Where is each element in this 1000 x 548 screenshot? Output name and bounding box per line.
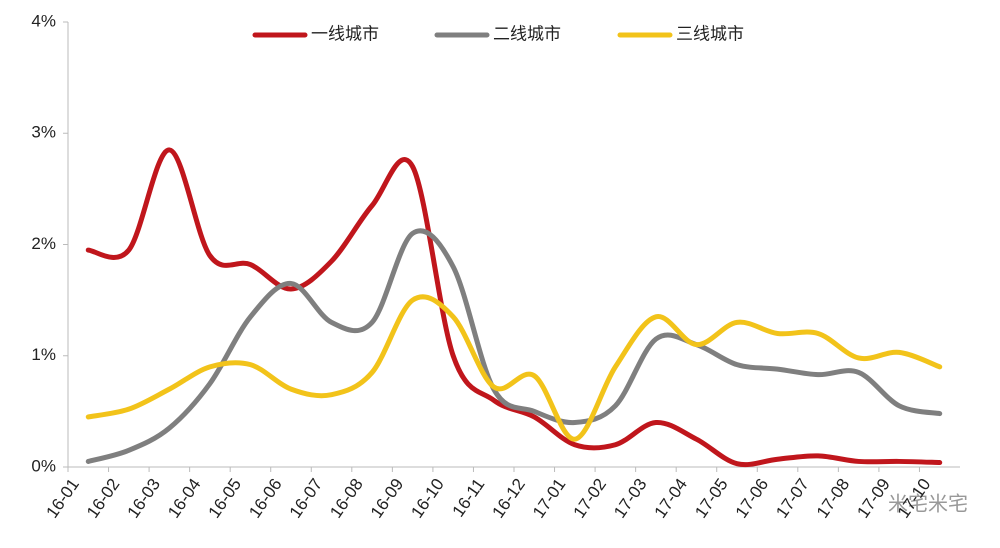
x-tick-label: 17-08 bbox=[813, 475, 854, 522]
x-tick-label: 16-12 bbox=[488, 475, 529, 522]
series-line bbox=[85, 147, 943, 468]
y-tick-label: 0% bbox=[31, 456, 56, 475]
legend-label: 一线城市 bbox=[311, 24, 379, 43]
x-tick-label: 16-07 bbox=[286, 475, 327, 522]
series-line bbox=[85, 294, 943, 442]
x-tick-label: 16-09 bbox=[367, 475, 408, 522]
y-tick-label: 4% bbox=[31, 11, 56, 30]
x-tick-label: 16-08 bbox=[326, 475, 367, 522]
legend: 一线城市 二线城市 三线城市 bbox=[252, 24, 744, 43]
y-tick-label: 2% bbox=[31, 234, 56, 253]
x-tick-label: 16-02 bbox=[83, 475, 124, 522]
x-tick-label: 16-01 bbox=[42, 475, 83, 522]
x-tick-label: 16-04 bbox=[164, 475, 205, 522]
y-tick-label: 3% bbox=[31, 123, 56, 142]
series-line bbox=[85, 228, 943, 464]
y-tick-label: 1% bbox=[31, 345, 56, 364]
x-tick-label: 17-06 bbox=[732, 475, 773, 522]
x-tick-label: 16-03 bbox=[124, 475, 165, 522]
x-tick-label: 17-02 bbox=[570, 475, 611, 522]
x-tick-label: 17-04 bbox=[651, 475, 692, 522]
x-tick-label: 17-03 bbox=[610, 475, 651, 522]
x-tick-label: 16-05 bbox=[205, 475, 246, 522]
x-tick-label: 17-01 bbox=[529, 475, 570, 522]
x-tick-label: 16-11 bbox=[449, 475, 489, 520]
x-tick-label: 16-10 bbox=[407, 475, 448, 522]
x-tick-label: 16-06 bbox=[245, 475, 286, 522]
legend-label: 二线城市 bbox=[493, 24, 561, 43]
legend-label: 三线城市 bbox=[676, 24, 744, 43]
x-tick-label: 17-07 bbox=[772, 475, 813, 522]
x-tick-label: 17-05 bbox=[691, 475, 732, 522]
watermark: 米宅米宅 bbox=[888, 492, 968, 515]
